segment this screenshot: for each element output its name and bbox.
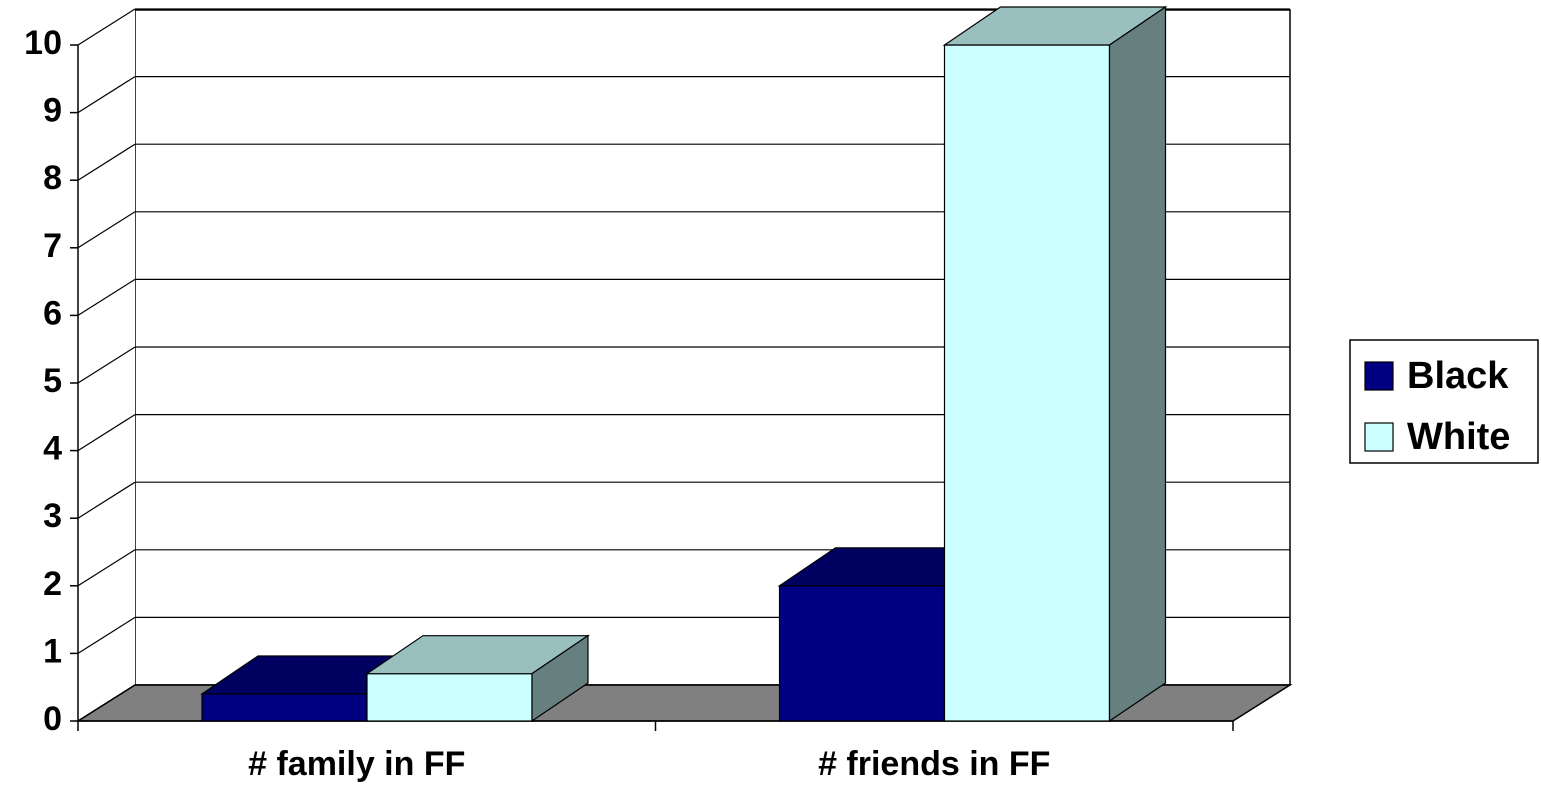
bar-front: [366, 673, 533, 722]
x-tick-label: # family in FF: [248, 745, 465, 783]
bar-front: [201, 693, 368, 722]
grid-line: [77, 143, 136, 181]
legend-label: Black: [1407, 355, 1509, 397]
grid-line: [77, 346, 136, 384]
y-tick-label: 10: [24, 24, 62, 62]
x-tick-label: # friends in FF: [818, 745, 1050, 783]
bar-front: [778, 585, 946, 722]
y-tick-label: 8: [43, 159, 62, 197]
grid-line: [77, 414, 136, 452]
legend-swatch: [1364, 422, 1394, 452]
bar-front: [943, 44, 1111, 722]
y-tick-label: 0: [43, 700, 62, 738]
y-tick-label: 6: [43, 294, 62, 332]
grid-line: [77, 76, 136, 114]
bar-side: [531, 634, 589, 723]
y-tick-label: 4: [43, 430, 62, 468]
legend-swatch: [1364, 361, 1394, 391]
y-tick-label: 2: [43, 565, 62, 603]
grid-line: [77, 481, 136, 519]
y-tick-label: 9: [43, 92, 62, 130]
y-tick-label: 5: [43, 362, 62, 400]
grid-line: [77, 8, 136, 46]
grid-line: [77, 211, 136, 249]
legend-label: White: [1407, 416, 1510, 458]
grid-line: [77, 616, 136, 654]
grid-line: [77, 684, 136, 722]
y-tick-label: 1: [43, 632, 62, 670]
y-tick-label: 7: [43, 227, 62, 265]
grid-line: [77, 278, 136, 316]
bar-side: [1108, 5, 1167, 723]
y-tick-label: 3: [43, 497, 62, 535]
grid-line: [77, 549, 136, 587]
